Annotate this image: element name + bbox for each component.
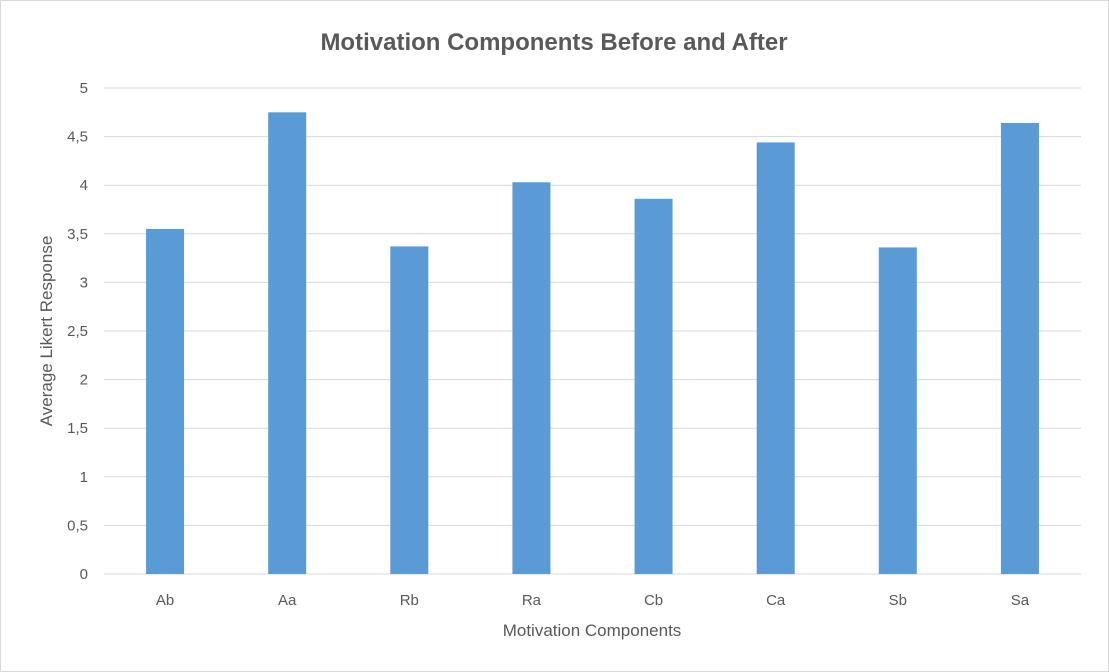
- bar-rb: [390, 246, 429, 574]
- y-tick-labels: 0 0,5 1 1,5 2 2,5 3 3,5 4 4,5 5: [67, 80, 88, 583]
- y-tick-label: 4: [80, 177, 88, 194]
- y-tick-label: 2,5: [67, 323, 88, 340]
- y-tick-label: 1: [80, 469, 88, 486]
- bar-ab: [146, 228, 185, 574]
- bars: [146, 112, 1039, 575]
- x-tick-label: Sa: [1011, 592, 1030, 609]
- y-tick-label: 3,5: [67, 226, 88, 243]
- x-tick-labels: Ab Aa Rb Ra Cb Ca Sb Sa: [156, 592, 1030, 609]
- y-tick-label: 1,5: [67, 420, 88, 437]
- y-axis-label: Average Likert Response: [37, 236, 56, 427]
- x-tick-label: Ra: [522, 592, 542, 609]
- y-tick-label: 2: [80, 372, 88, 389]
- bar-aa: [268, 112, 307, 575]
- x-tick-label: Aa: [278, 592, 297, 609]
- bar-sb: [878, 247, 917, 574]
- bar-ca: [756, 142, 795, 574]
- x-tick-label: Ca: [766, 592, 786, 609]
- x-tick-label: Ab: [156, 592, 174, 609]
- bar-sa: [1000, 122, 1039, 574]
- y-tick-label: 5: [80, 80, 88, 97]
- y-tick-label: 0: [80, 566, 88, 583]
- gridlines: [104, 87, 1081, 575]
- x-tick-label: Sb: [889, 592, 907, 609]
- y-tick-label: 3: [80, 274, 88, 291]
- x-tick-label: Rb: [400, 592, 419, 609]
- bar-ra: [512, 182, 551, 574]
- x-axis-label: Motivation Components: [503, 621, 682, 640]
- chart-title: Motivation Components Before and After: [320, 29, 787, 56]
- y-tick-label: 4,5: [67, 129, 88, 146]
- x-tick-label: Cb: [644, 592, 663, 609]
- bar-cb: [634, 198, 673, 575]
- y-tick-label: 0,5: [67, 517, 88, 534]
